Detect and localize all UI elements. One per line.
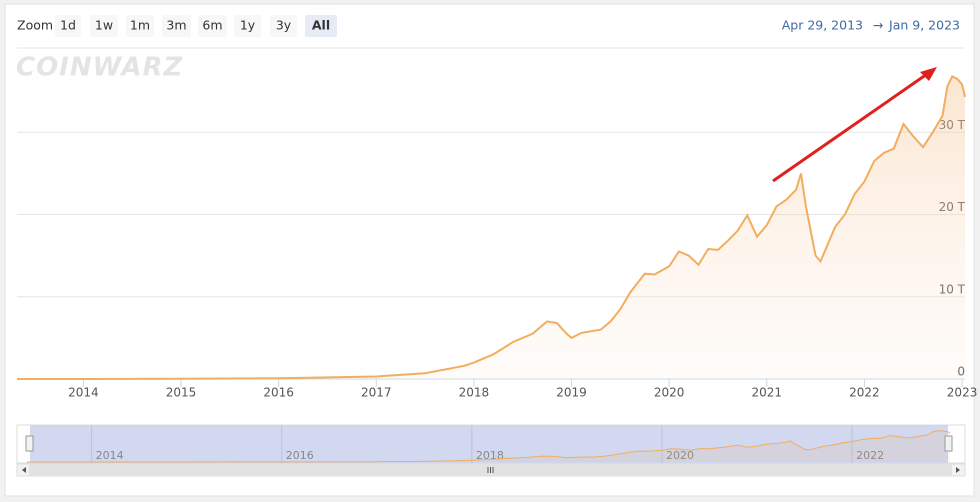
- x-tick-label: 2021: [752, 386, 783, 400]
- nav-area: [27, 430, 950, 462]
- button-bg: [55, 15, 81, 37]
- x-tick-label: 2017: [361, 386, 392, 400]
- range-button[interactable]: 3m: [162, 15, 191, 37]
- date-range: Apr 29, 2013 → Jan 9, 2023: [782, 18, 960, 33]
- button-label: 6m: [202, 18, 222, 33]
- button-label: All: [312, 18, 330, 33]
- range-button[interactable]: 1w: [90, 15, 118, 37]
- scroll-grip: [487, 467, 494, 473]
- x-tick-label: 2020: [654, 386, 685, 400]
- button-label: 3m: [166, 18, 186, 33]
- scroll-left[interactable]: [22, 467, 26, 473]
- x-tick-label: 2023: [947, 386, 978, 400]
- nav-tick-label: 2022: [856, 449, 884, 462]
- nav-line: [27, 430, 951, 463]
- range-buttons: 1d 1w 1m 3m 6m 1y 3y All: [55, 15, 337, 37]
- button-bg: [198, 15, 227, 37]
- x-tick-label: 2015: [166, 386, 197, 400]
- range-separator: →: [873, 18, 883, 33]
- nav-handle-right[interactable]: [944, 435, 953, 452]
- button-bg: [234, 15, 261, 37]
- x-tick-label: 2018: [459, 386, 490, 400]
- nav-tick-label: 2016: [286, 449, 314, 462]
- button-label: 3y: [276, 18, 292, 33]
- range-from[interactable]: Apr 29, 2013: [782, 18, 863, 33]
- button-bg: [162, 15, 191, 37]
- scroll-right[interactable]: [956, 467, 960, 473]
- area-fill: [17, 76, 965, 380]
- button-label: 1d: [60, 18, 76, 33]
- arrow-head: [920, 67, 937, 81]
- range-button[interactable]: 3y: [270, 15, 297, 37]
- range-button[interactable]: 1m: [126, 15, 154, 37]
- button-label: 1w: [95, 18, 113, 33]
- range-button[interactable]: 6m: [198, 15, 227, 37]
- button-label: 1y: [240, 18, 256, 33]
- x-tick-label: 2014: [68, 386, 99, 400]
- navigator[interactable]: 2014 2016 2018 2020 2022: [16, 424, 966, 464]
- plot: 010 T20 T30 T201420152016201720182019202…: [17, 74, 978, 400]
- x-tick-label: 2016: [263, 386, 294, 400]
- button-bg: [90, 15, 118, 37]
- scrollbar[interactable]: [16, 463, 966, 477]
- watermark: COINWARZ: [16, 53, 184, 83]
- x-tick-label: 2019: [556, 386, 587, 400]
- range-button[interactable]: All: [305, 15, 337, 37]
- nav-tick-label: 2014: [96, 449, 124, 462]
- button-bg: [126, 15, 154, 37]
- series-line: [17, 74, 966, 380]
- range-to[interactable]: Jan 9, 2023: [888, 18, 960, 33]
- nav-tick-label: 2020: [666, 449, 694, 462]
- range-button[interactable]: 1y: [234, 15, 261, 37]
- button-bg: [270, 15, 297, 37]
- arrow-annotation: [772, 70, 931, 183]
- range-button[interactable]: 1d: [55, 15, 81, 37]
- button-label: 1m: [130, 18, 150, 33]
- button-bg: [305, 15, 337, 37]
- nav-handle-left[interactable]: [25, 435, 34, 452]
- zoom-label: Zoom: [17, 18, 53, 33]
- x-tick-label: 2022: [849, 386, 880, 400]
